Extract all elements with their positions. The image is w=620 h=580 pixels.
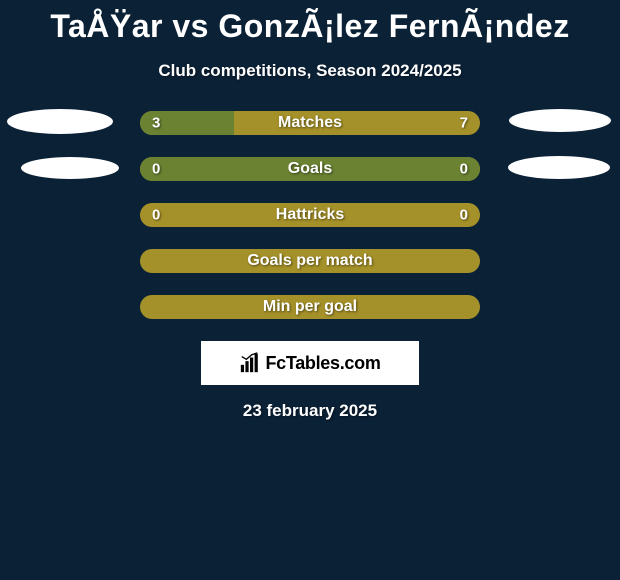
decorative-ellipse [21, 157, 119, 179]
bar-value-right: 7 [460, 115, 468, 132]
bar-value-right: 0 [460, 207, 468, 224]
bar-label: Min per goal [263, 298, 357, 316]
bar-label: Hattricks [276, 206, 344, 224]
decorative-ellipse [7, 109, 113, 134]
stat-bar: 0 0 Goals [140, 157, 480, 181]
stat-bar: Min per goal [140, 295, 480, 319]
logo-text: FcTables.com [265, 353, 380, 374]
stat-bar: 3 7 Matches [140, 111, 480, 135]
bar-value-left: 0 [152, 207, 160, 224]
date-text: 23 february 2025 [0, 401, 620, 421]
page-title: TaÅŸar vs GonzÃ¡lez FernÃ¡ndez [0, 8, 620, 45]
subtitle: Club competitions, Season 2024/2025 [0, 61, 620, 81]
decorative-ellipse [508, 156, 610, 179]
decorative-ellipse [509, 109, 611, 132]
infographic-container: TaÅŸar vs GonzÃ¡lez FernÃ¡ndez Club comp… [0, 0, 620, 421]
bar-label: Matches [278, 114, 342, 132]
stat-bar: Goals per match [140, 249, 480, 273]
bar-label: Goals [288, 160, 332, 178]
bar-value-left: 0 [152, 161, 160, 178]
logo-content: FcTables.com [239, 352, 380, 374]
bar-label: Goals per match [247, 252, 372, 270]
bar-value-left: 3 [152, 115, 160, 132]
bar-value-right: 0 [460, 161, 468, 178]
chart-icon [239, 352, 261, 374]
stat-bar: 0 0 Hattricks [140, 203, 480, 227]
logo-box: FcTables.com [201, 341, 419, 385]
bars-area: 3 7 Matches 0 0 Goals 0 0 Hattricks Goals per mat… [0, 111, 620, 319]
